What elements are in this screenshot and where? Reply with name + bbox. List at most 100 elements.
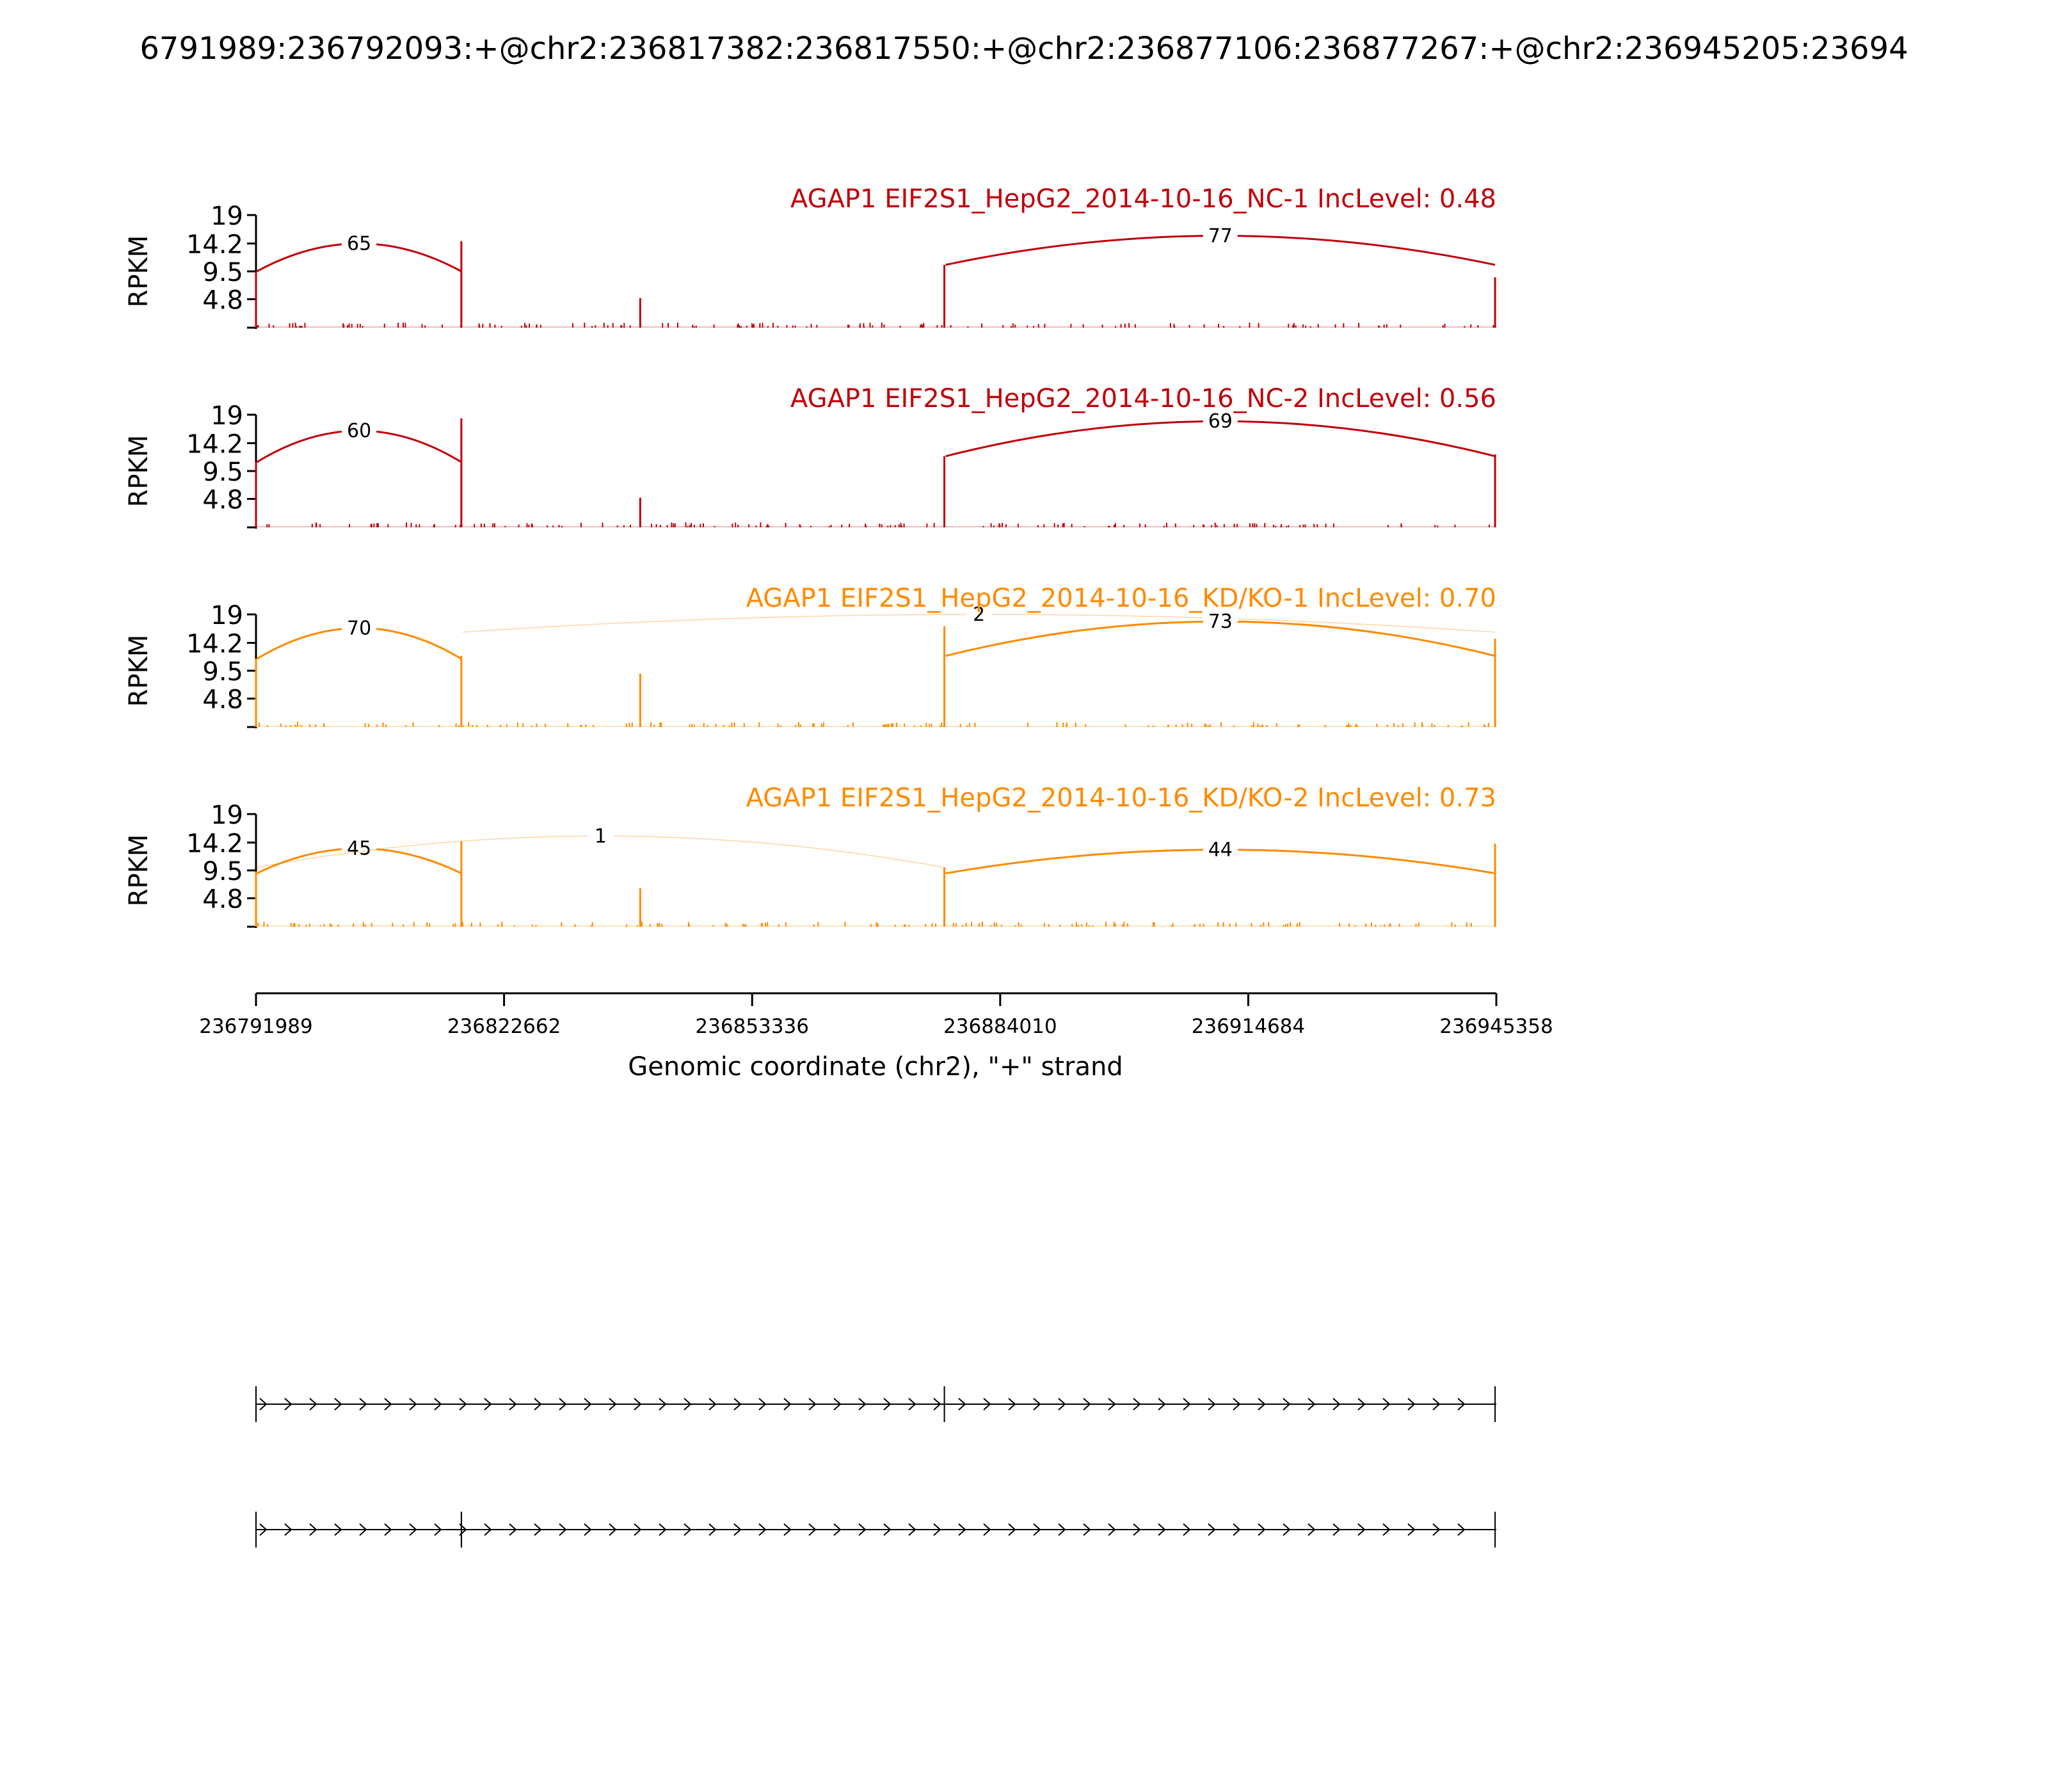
- strand-chevron: [908, 1523, 916, 1536]
- strand-chevron: [334, 1523, 342, 1536]
- y-tick-label: 9.5: [202, 458, 243, 487]
- strand-chevron: [284, 1523, 292, 1536]
- strand-chevron: [1407, 1398, 1416, 1411]
- coverage-bar: [639, 673, 641, 727]
- strand-chevron: [1357, 1398, 1366, 1411]
- strand-chevron: [1233, 1398, 1241, 1411]
- track-4: 4.89.514.219 RPKM 45 1 44 AGAP1 EIF2S1_HepG2_…: [124, 783, 1496, 928]
- strand-chevron: [933, 1523, 941, 1536]
- strand-chevron: [1058, 1523, 1066, 1536]
- strand-chevron: [259, 1523, 268, 1536]
- junction-count-label: 2: [973, 604, 985, 626]
- strand-chevron: [858, 1398, 867, 1411]
- track-1: 4.89.514.219 RPKM 65 77 AGAP1 EIF2S1_HepG2_2…: [124, 184, 1496, 329]
- strand-chevron: [359, 1398, 367, 1411]
- strand-chevron: [1407, 1523, 1416, 1536]
- strand-chevron: [783, 1523, 792, 1536]
- coverage-bar: [943, 264, 946, 328]
- strand-chevron: [484, 1523, 492, 1536]
- junction-count-label: 44: [1208, 839, 1233, 861]
- y-tick-label: 14.2: [186, 429, 243, 459]
- strand-chevron: [334, 1398, 342, 1411]
- track-label: AGAP1 EIF2S1_HepG2_2014-10-16_NC-2 IncLe…: [790, 384, 1496, 413]
- junction-count-label: 70: [347, 617, 371, 639]
- isoform-structures: [255, 1386, 1496, 1548]
- strand-chevron: [1233, 1523, 1241, 1536]
- exon-block: [460, 1512, 462, 1548]
- strand-chevron: [1432, 1523, 1441, 1536]
- strand-chevron: [609, 1523, 617, 1536]
- strand-chevron: [634, 1398, 642, 1411]
- track-label: AGAP1 EIF2S1_HepG2_2014-10-16_KD/KO-2 In…: [746, 783, 1496, 813]
- strand-chevron: [434, 1398, 442, 1411]
- strand-chevron: [958, 1523, 966, 1536]
- exon-block: [1494, 1386, 1496, 1422]
- strand-chevron: [534, 1523, 542, 1536]
- exon-block: [255, 1512, 257, 1548]
- strand-chevron: [359, 1523, 367, 1536]
- x-axis: 236791989 236822662 236853336 236884010 2369…: [199, 992, 1553, 1038]
- coverage-bar: [1494, 454, 1496, 527]
- exon-block: [943, 1386, 945, 1422]
- coverage-bar: [639, 298, 641, 328]
- junction-label-box: [1203, 224, 1238, 246]
- strand-chevron: [1457, 1523, 1466, 1536]
- coverage-bar: [460, 418, 463, 527]
- strand-chevron: [1258, 1398, 1266, 1411]
- strand-chevron: [1208, 1398, 1216, 1411]
- y-tick-label: 19: [211, 401, 243, 431]
- junction-count-label: 45: [347, 838, 371, 860]
- strand-chevron: [1083, 1398, 1091, 1411]
- junction-label-box: [342, 232, 377, 254]
- strand-chevron: [1258, 1523, 1266, 1536]
- junction-label-box: [588, 824, 614, 847]
- strand-chevron: [509, 1398, 517, 1411]
- x-tick-label: 236822662: [447, 1015, 561, 1038]
- strand-chevron: [833, 1523, 842, 1536]
- strand-chevron: [459, 1523, 467, 1536]
- coverage-bar: [639, 497, 641, 527]
- coverage-bar: [943, 456, 946, 527]
- strand-chevron: [758, 1398, 767, 1411]
- junction-label-box: [1203, 410, 1238, 432]
- strand-chevron: [684, 1523, 692, 1536]
- strand-chevron: [559, 1398, 567, 1411]
- strand-chevron: [708, 1398, 717, 1411]
- strand-chevron: [1183, 1398, 1191, 1411]
- strand-chevron: [1008, 1398, 1016, 1411]
- y-axis-label: RPKM: [124, 835, 154, 907]
- junction-count-label: 1: [595, 825, 607, 847]
- strand-chevron: [1382, 1523, 1391, 1536]
- coverage-bar: [943, 626, 946, 727]
- x-tick-label: 236884010: [943, 1015, 1057, 1038]
- strand-chevron: [309, 1398, 317, 1411]
- y-axis-label: RPKM: [124, 236, 154, 308]
- coverage-bar: [255, 659, 257, 727]
- strand-chevron: [1457, 1398, 1466, 1411]
- x-axis-label: Genomic coordinate (chr2), "+" strand: [628, 1052, 1123, 1082]
- strand-chevron: [1308, 1398, 1316, 1411]
- strand-chevron: [259, 1398, 268, 1411]
- y-tick-label: 4.8: [202, 685, 243, 715]
- junction-count-label: 77: [1208, 225, 1233, 247]
- coverage-bar: [639, 888, 641, 927]
- strand-chevron: [883, 1523, 892, 1536]
- strand-chevron: [908, 1398, 916, 1411]
- strand-chevron: [758, 1523, 767, 1536]
- x-tick-label: 236853336: [695, 1015, 809, 1038]
- strand-chevron: [1183, 1523, 1191, 1536]
- strand-chevron: [1332, 1523, 1341, 1536]
- coverage-bar: [1494, 844, 1496, 927]
- y-tick-label: 9.5: [202, 857, 243, 886]
- y-tick-label: 4.8: [202, 885, 243, 915]
- coverage-bar: [255, 871, 257, 927]
- strand-chevron: [409, 1398, 417, 1411]
- isoform-2: [255, 1512, 1496, 1548]
- strand-chevron: [733, 1398, 742, 1411]
- coverage-bar: [943, 867, 946, 927]
- y-axis-label: RPKM: [124, 435, 154, 508]
